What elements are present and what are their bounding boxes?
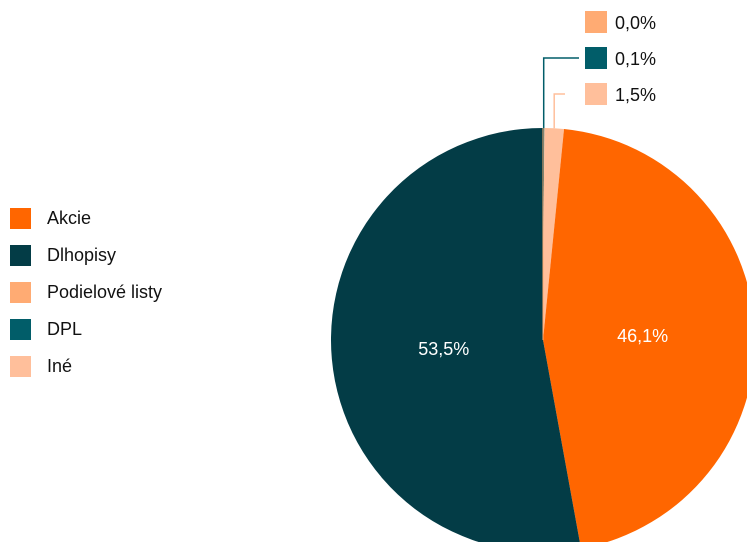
legend-label-podielove-listy: Podielové listy [47,282,163,302]
leader-line-ine [553,93,565,129]
data-label-dlhopisy: 53,5% [418,339,469,359]
legend-swatch-ine [10,356,31,377]
data-label-podielove-listy: 0,0% [615,13,656,33]
data-label-box-dpl [585,47,607,69]
slice-ine [543,128,565,340]
slice-dlhopisy [330,128,580,542]
pie-slices [330,127,747,542]
legend-item-podielove-listy: Podielové listy [10,274,162,311]
legend-swatch-dlhopisy [10,245,31,266]
data-label-ine: 1,5% [615,85,656,105]
leader-lines [542,57,579,129]
outside-labels: 0,0% 0,1% 1,5% [585,11,656,105]
legend-item-dlhopisy: Dlhopisy [10,237,162,274]
legend-item-akcie: Akcie [10,200,162,237]
data-label-box-ine [585,83,607,105]
leader-line-dpl [542,57,579,128]
data-label-box-podielove-listy [585,11,607,33]
legend-swatch-dpl [10,319,31,340]
legend-label-ine: Iné [47,356,73,376]
legend: Akcie Dlhopisy Podielové listy DPL Iné [10,200,162,385]
legend-swatch-akcie [10,208,31,229]
legend-item-dpl: DPL [10,311,162,348]
slice-akcie [543,129,747,542]
inside-labels: 46,1% 53,5% [418,326,668,359]
legend-swatch-podielove-listy [10,282,31,303]
legend-label-akcie: Akcie [47,208,92,228]
data-label-akcie: 46,1% [617,326,668,346]
legend-label-dpl: DPL [47,319,83,339]
legend-item-ine: Iné [10,348,162,385]
data-label-dpl: 0,1% [615,49,656,69]
legend-label-dlhopisy: Dlhopisy [47,245,117,265]
